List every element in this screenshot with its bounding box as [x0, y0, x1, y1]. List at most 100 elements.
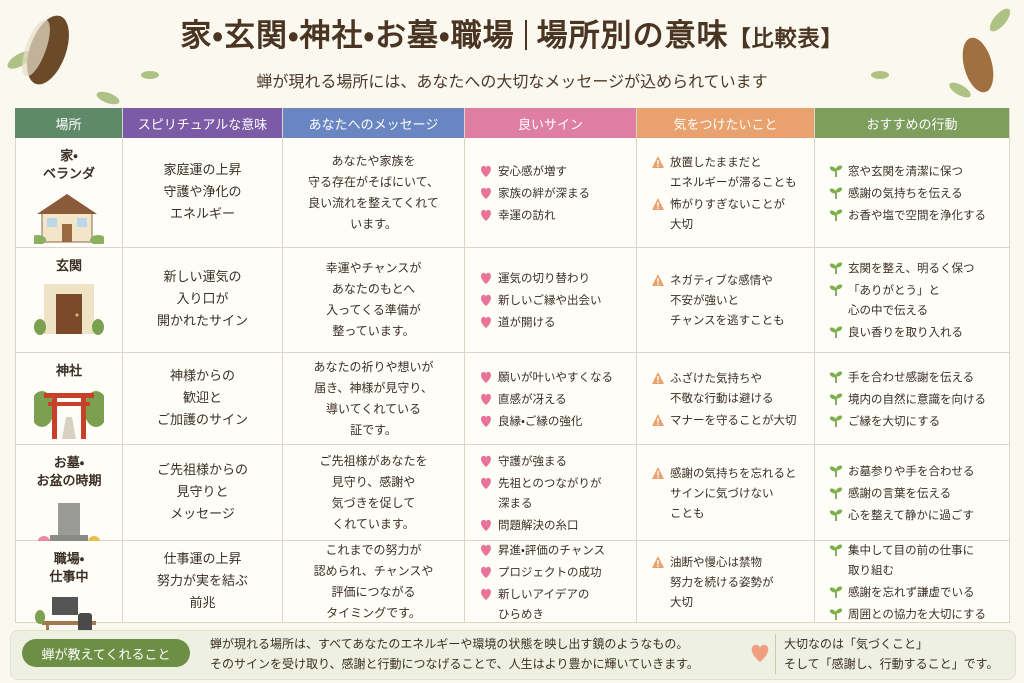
text-line: 仕事運の上昇 — [163, 551, 242, 567]
list-item: ご縁を大切にする — [829, 411, 1009, 431]
text-line: ふざけた気持ちや — [670, 370, 762, 385]
item-text: 境内の自然に意識を向ける — [848, 389, 986, 409]
list-item: 直感が冴える — [479, 389, 636, 409]
text-line: ネガティブな感情や — [670, 273, 773, 287]
list-item: 安心感が増す — [479, 161, 636, 181]
text-line: 感謝の気持ちを忘れると — [670, 465, 797, 480]
item-text: 集中して目の前の仕事に 取り組む — [848, 540, 974, 580]
illustration — [34, 284, 104, 335]
place-illustration — [30, 190, 106, 250]
place-cell: 職場・ 仕事中 — [15, 541, 123, 643]
spiritual-cell: 家庭運の上昇 守護や浄化の エネルギー — [123, 138, 283, 248]
list-item: ネガティブな感情や 不安が強いと チャンスを逃すことも — [651, 270, 814, 330]
text-line: 大切 — [670, 594, 693, 609]
list-item: 良縁・ご縁の強化 — [479, 411, 636, 431]
text-line: 不安が強いと — [670, 293, 739, 307]
list-item: 玄関を整え、明るく保つ — [829, 258, 1009, 278]
message-cell: あなたの祈りや想いが 届き、神様が見守り、 導いてくれている 証です。 — [283, 353, 465, 445]
bullet-icon — [481, 415, 491, 427]
list-item: 運気の切り替わり — [479, 268, 636, 288]
text-line: 新しいアイデアの — [498, 586, 590, 601]
place-cell: 家・ ベランダ — [15, 138, 123, 248]
text-line: 家庭運の上昇 — [163, 162, 242, 178]
text-line: これまでの努力が — [325, 542, 422, 557]
text-line: あなたへのメッセージ — [308, 117, 439, 133]
item-text: 油断や慢心は禁物 努力を続ける姿勢が 大切 — [670, 552, 774, 612]
bullet-icon — [652, 371, 664, 384]
list-item: マナーを守ることが大切 — [651, 410, 814, 430]
bullet-icon — [829, 165, 843, 177]
list-item: 感謝の気持ちを忘れると サインに気づけない ことも — [651, 463, 814, 523]
title-suffix: 場所別の意味 — [536, 18, 729, 54]
illustration — [30, 391, 108, 439]
message-cell: これまでの努力が 認められ、チャンスや 評価につながる タイミングです。 — [283, 541, 465, 623]
text-line: 心を整えて静かに過ごす — [848, 507, 975, 522]
text-line: 良い流れを整えてくれて — [308, 195, 439, 210]
item-text: ネガティブな感情や 不安が強いと チャンスを逃すことも — [670, 270, 785, 330]
bullet-icon — [652, 466, 664, 479]
item-text: 新しいご縁や出会い — [498, 290, 602, 310]
action-cell: 窓や玄関を清潔に保つ 感謝の気持ちを伝える お香や塩で空間を浄化する — [815, 138, 1010, 248]
list-item: 集中して目の前の仕事に 取り組む — [829, 540, 1009, 580]
text-line: 場所 — [55, 117, 82, 133]
bullet-icon — [829, 371, 843, 383]
list-item: 感謝の言葉を伝える — [829, 483, 1009, 503]
text-line: 先祖とのつながりが — [498, 475, 602, 490]
item-text: 運気の切り替わり — [498, 268, 590, 288]
text-line: 良いサイン — [517, 117, 583, 133]
list-item: 油断や慢心は禁物 努力を続ける姿勢が 大切 — [651, 552, 814, 612]
text-line: 気づきを促して — [331, 495, 416, 510]
item-text: お香や塩で空間を浄化する — [848, 205, 986, 225]
bullet-icon — [652, 197, 664, 210]
text-line: 家・ — [60, 149, 78, 164]
text-line: 集中して目の前の仕事に — [848, 542, 975, 557]
decoration — [7, 8, 1011, 105]
text-line: 新しい運気の — [163, 270, 242, 285]
list-item: 怖がりすぎないことが 大切 — [651, 194, 814, 234]
item-text: 家族の絆が深まる — [498, 183, 590, 203]
text-line: おすすめの行動 — [866, 117, 958, 133]
list-item: 新しいアイデアの ひらめき — [479, 584, 636, 624]
bullet-icon — [652, 555, 664, 568]
item-text: 「ありがとう」と 心の中で伝える — [848, 280, 940, 320]
heart-icon — [751, 644, 769, 662]
text-line: 周囲との協力を大切にする — [848, 606, 986, 621]
bullet-icon — [829, 284, 843, 296]
item-text: 問題解決の糸口 — [498, 515, 579, 535]
text-line: 幸運の訪れ — [498, 207, 556, 222]
list-item: プロジェクトの成功 — [479, 562, 636, 582]
item-text: 良い香りを取り入れる — [848, 322, 963, 342]
list-item: 新しいご縁や出会い — [479, 290, 636, 310]
text-line: 認められ、チャンスや — [313, 563, 434, 578]
column-header: スピリチュアルな意味 — [123, 108, 283, 138]
text-line: 玄関を整え、明るく保つ — [848, 261, 975, 275]
text-line: 仕事中 — [49, 570, 89, 585]
item-text: 安心感が増す — [498, 161, 567, 181]
text-line: エネルギーが滞ることも — [670, 174, 797, 189]
text-line: 感謝の言葉を伝える — [848, 485, 952, 500]
action-cell: 手を合わせ感謝を伝える境内の自然に意識を向ける ご縁を大切にする — [815, 353, 1010, 445]
item-text: 道が開ける — [498, 312, 556, 332]
list-item: 守護が強まる — [479, 451, 636, 471]
list-item: 問題解決の糸口 — [479, 515, 636, 535]
column-header: あなたへのメッセージ — [283, 108, 465, 138]
text-line: ことも — [670, 505, 705, 520]
item-text: 良縁・ご縁の強化 — [498, 411, 582, 431]
bullet-icon — [481, 316, 491, 328]
bullet-icon — [829, 262, 843, 274]
text-line: 手を合わせ感謝を伝える — [848, 369, 975, 384]
bullet-icon — [481, 294, 491, 306]
list-item: 願いが叶いやすくなる — [479, 367, 636, 387]
column-header: 良いサイン — [465, 108, 637, 138]
text-line: 歓迎と — [182, 390, 222, 406]
item-text: 周囲との協力を大切にする — [848, 604, 986, 624]
list-item: 感謝を忘れず謙虚でいる — [829, 582, 1009, 602]
text-line: プロジェクトの成功 — [498, 564, 602, 579]
text-line: 職場・ — [53, 552, 85, 567]
list-item: 手を合わせ感謝を伝える — [829, 367, 1009, 387]
footer-text: 蝉が現れる場所は、すべてあなたのエネルギーや環境の状態を映し出す鏡のようなもの。… — [210, 634, 699, 674]
list-item: 境内の自然に意識を向ける — [829, 389, 1009, 409]
text-line: 油断や慢心は禁物 — [670, 554, 762, 569]
text-line: 窓や玄関を清潔に保つ — [848, 163, 963, 178]
